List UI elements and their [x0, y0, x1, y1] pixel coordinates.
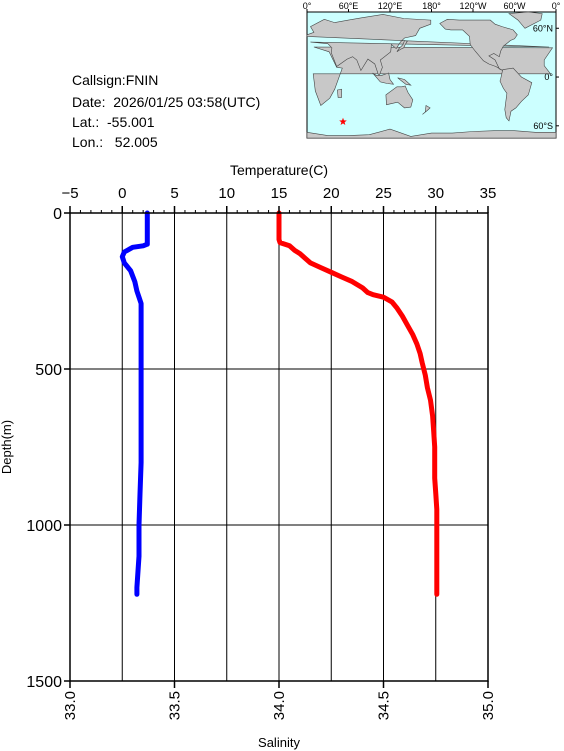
- salinity-tick-label: 34.5: [376, 691, 393, 720]
- map-longitude-label: 120°E: [378, 1, 403, 11]
- temperature-tick-label: 30: [427, 185, 444, 202]
- temperature-tick-label: −5: [61, 185, 78, 202]
- greenland-land: [508, 11, 543, 29]
- temperature-tick-label: 15: [271, 185, 288, 202]
- antarctica-land: [306, 128, 557, 139]
- salinity-tick-label: 33.0: [62, 691, 79, 720]
- temperature-tick-label: 25: [375, 185, 392, 202]
- map-land: [306, 11, 557, 139]
- madagascar-land: [337, 88, 342, 98]
- depth-tick-label: 1500: [26, 674, 62, 691]
- eurasia-land: [306, 14, 550, 78]
- depth-axis-label: Depth(m): [0, 420, 14, 474]
- map-longitude-label: 120°W: [459, 1, 487, 11]
- temperature-tick-label: 20: [323, 185, 340, 202]
- map-longitude-label: 0°: [552, 1, 561, 11]
- depth-tick-label: 1000: [26, 518, 62, 535]
- latitude-text: Lat.: -55.001: [72, 114, 155, 130]
- star-icon: [339, 117, 347, 125]
- salinity-tick-label: 34.0: [271, 691, 288, 720]
- temperature-tick-label: 10: [218, 185, 235, 202]
- new-zealand-land: [422, 105, 431, 115]
- salinity-tick-label: 33.5: [167, 691, 184, 720]
- map-latitude-label: 0°: [544, 72, 553, 82]
- temperature-tick-label: 35: [480, 185, 497, 202]
- depth-tick-label: 500: [35, 362, 62, 379]
- date-text: Date: 2026/01/25 03:58(UTC): [72, 94, 261, 110]
- callsign-text: Callsign:FNIN: [72, 72, 159, 88]
- temperature-tick-label: 0: [118, 185, 126, 202]
- new-guinea-land: [397, 77, 412, 86]
- map-longitude-label: 180°: [422, 1, 441, 11]
- indonesia-land: [372, 72, 395, 85]
- temperature-tick-label: 5: [170, 185, 178, 202]
- salinity-profile-line: [119, 210, 150, 597]
- map-longitude-label: 60°E: [339, 1, 359, 11]
- profile-lines: [119, 210, 440, 597]
- longitude-text: Lon.: 52.005: [72, 134, 158, 150]
- map-latitude-label: 60°S: [533, 121, 553, 131]
- map-longitude-label: 60°W: [503, 1, 526, 11]
- map-longitude-label: 0°: [303, 1, 312, 11]
- north-america-land: [439, 18, 518, 71]
- salinity-axis-label: Salinity: [258, 735, 300, 750]
- temperature-profile-line: [276, 210, 440, 597]
- australia-land: [385, 85, 414, 109]
- japan-land: [396, 40, 408, 53]
- south-america-land: [499, 67, 533, 122]
- salinity-tick-label: 35.0: [480, 691, 497, 720]
- temperature-axis-label: Temperature(C): [230, 162, 328, 178]
- axes: −5 0 5 10 15 20 25 30 35 33.0 33.5 34.0 34.5 35.0 0 500…: [26, 185, 497, 720]
- map-latitude-label: 60°N: [533, 23, 553, 33]
- world-map: 0° 60°E 120°E 180° 120°W 60°W 0° 60°N 0° 60°S: [303, 1, 561, 139]
- depth-tick-label: 0: [53, 206, 62, 223]
- map-ticks: 0° 60°E 120°E 180° 120°W 60°W 0° 60°N 0° 60°S: [303, 1, 561, 131]
